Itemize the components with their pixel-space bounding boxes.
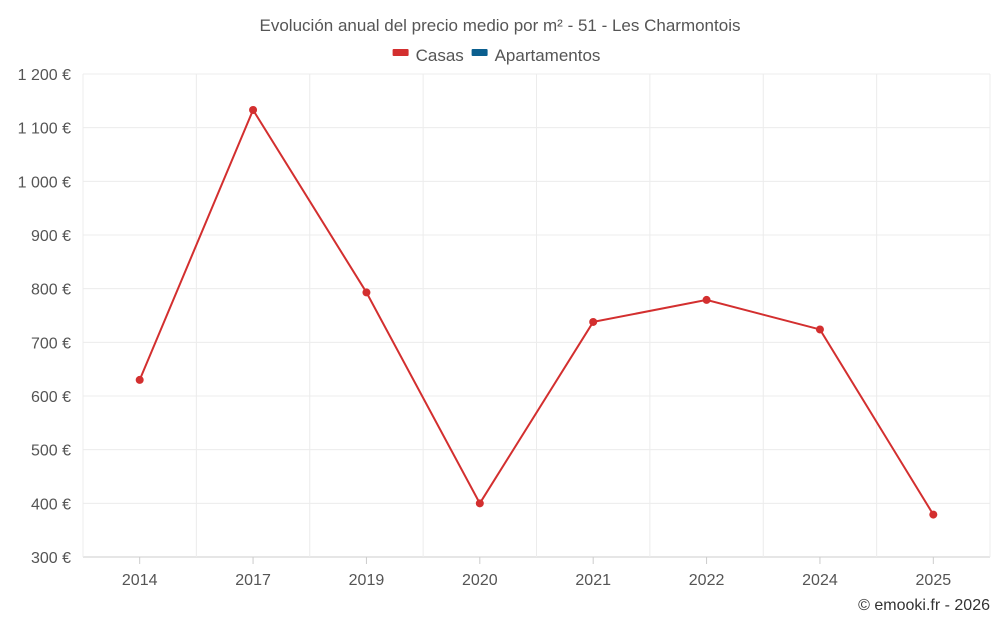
legend-swatch-casas (392, 49, 409, 56)
x-axis: 2014 2017 2019 2020 2021 2022 2024 2025 (122, 557, 951, 589)
data-point (135, 375, 144, 384)
x-tick-label: 2019 (349, 572, 385, 589)
y-tick-label: 800 € (31, 282, 71, 299)
y-tick-label: 700 € (31, 335, 71, 352)
y-axis: 300 € 400 € 500 € 600 € 700 € 800 € 900 € 1 000… (18, 67, 71, 567)
data-point (249, 105, 258, 114)
y-tick-label: 400 € (31, 496, 71, 513)
data-point (362, 288, 371, 297)
y-tick-label: 1 100 € (18, 121, 71, 138)
data-point (815, 325, 824, 334)
x-tick-label: 2021 (575, 572, 611, 589)
data-point (929, 510, 938, 519)
grid (82, 73, 991, 558)
legend: Casas Apartamentos (392, 46, 601, 65)
y-tick-label: 500 € (31, 443, 71, 460)
x-tick-label: 2024 (802, 572, 838, 589)
legend-label-casas: Casas (416, 46, 464, 65)
legend-label-apartamentos: Apartamentos (495, 46, 601, 65)
x-tick-label: 2022 (689, 572, 725, 589)
chart-title: Evolución anual del precio medio por m² … (260, 16, 741, 35)
series-layer (135, 105, 938, 519)
x-tick-label: 2017 (235, 572, 271, 589)
credit-text: © emooki.fr - 2026 (858, 597, 990, 614)
y-tick-label: 1 200 € (18, 67, 71, 84)
data-point (475, 499, 484, 508)
y-tick-label: 900 € (31, 228, 71, 245)
y-tick-label: 600 € (31, 389, 71, 406)
data-point (702, 295, 711, 304)
data-point (589, 317, 598, 326)
legend-swatch-apartamentos (471, 49, 488, 56)
y-tick-label: 1 000 € (18, 174, 71, 191)
x-tick-label: 2025 (916, 572, 952, 589)
x-tick-label: 2014 (122, 572, 158, 589)
y-tick-label: 300 € (31, 550, 71, 567)
x-tick-label: 2020 (462, 572, 498, 589)
series-line-casas (138, 107, 935, 516)
